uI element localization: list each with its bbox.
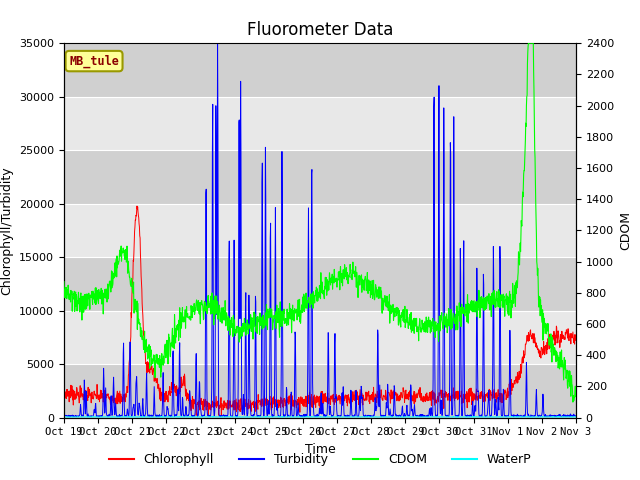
Bar [64, 311, 576, 364]
Text: MB_tule: MB_tule [69, 54, 119, 68]
X-axis label: Time: Time [305, 443, 335, 456]
Bar [64, 364, 576, 418]
Y-axis label: CDOM: CDOM [620, 211, 632, 250]
Y-axis label: Chlorophyll/Turbidity: Chlorophyll/Turbidity [1, 166, 13, 295]
Bar [64, 257, 576, 311]
Title: Fluorometer Data: Fluorometer Data [247, 21, 393, 39]
Bar [64, 150, 576, 204]
Bar [64, 96, 576, 150]
Bar [64, 43, 576, 96]
Bar [64, 204, 576, 257]
Legend: Chlorophyll, Turbidity, CDOM, WaterP: Chlorophyll, Turbidity, CDOM, WaterP [104, 448, 536, 471]
